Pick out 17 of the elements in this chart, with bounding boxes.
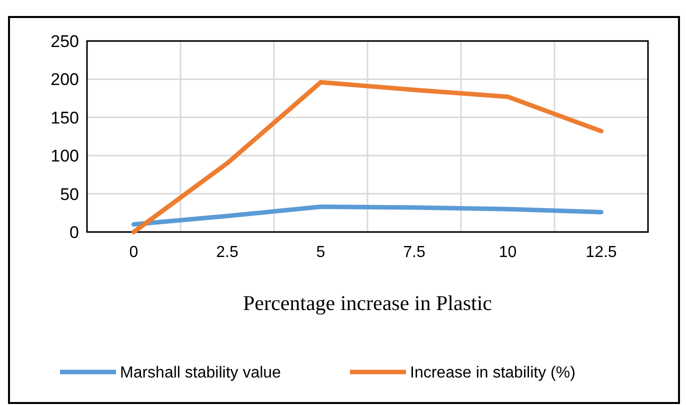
x-axis-title: Percentage increase in Plastic [243,291,492,315]
x-tick-label: 12.5 [586,244,617,261]
line-series [132,80,604,234]
y-tick-label: 200 [50,70,79,90]
x-tick-label: 7.5 [403,244,426,261]
y-tick-label: 50 [60,184,79,204]
legend-label: Increase in stability (%) [410,364,576,382]
y-tick-label: 150 [50,108,79,128]
y-tick-label: 250 [50,32,79,51]
x-tick-label: 5 [316,244,326,261]
line-series [132,204,604,227]
x-tick-label: 10 [498,244,517,261]
y-tick-label: 0 [70,222,79,242]
y-tick-label: 100 [50,146,79,166]
legend-label: Marshall stability value [120,364,282,382]
x-tick-label: 2.5 [216,244,238,261]
x-tick-label: 0 [129,244,138,261]
